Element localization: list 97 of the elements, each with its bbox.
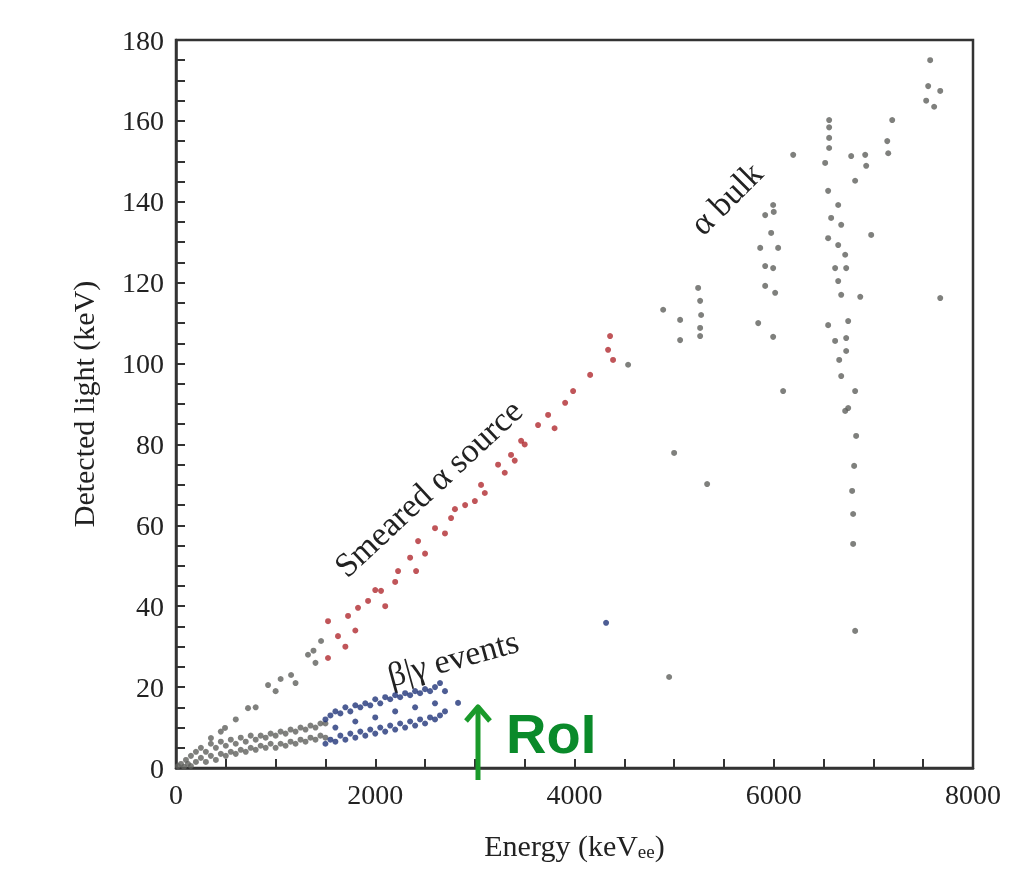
point [392,726,399,733]
y-tick-label: 40 [136,590,164,622]
point [322,740,329,747]
point [427,688,434,695]
point [441,708,448,715]
point [367,726,374,733]
point [332,708,339,715]
y-tick-label: 60 [136,509,164,541]
point [337,710,344,717]
point [382,694,389,701]
point [342,704,349,711]
point [455,699,462,706]
y-axis-title: Detected light (keV) [66,280,101,528]
point [378,587,385,594]
point [448,515,455,522]
point [427,714,434,721]
point [471,498,478,505]
point [462,502,469,509]
x-tick-label: 4000 [546,778,603,810]
point [551,425,558,432]
point [327,712,334,719]
y-tick-label: 80 [136,428,164,460]
x-tick-label: 2000 [347,778,404,810]
point [570,388,577,395]
point [372,730,379,737]
point [441,530,448,537]
x-axis-title: Energy (keVee) [484,829,665,863]
point [372,587,379,594]
point [397,720,404,727]
y-tick-label: 140 [122,186,164,218]
point [347,708,354,715]
point [451,506,458,513]
point [332,724,339,731]
point [412,704,419,711]
point [607,333,614,340]
point [441,688,448,695]
point [587,371,594,378]
point [357,728,364,735]
point [382,728,389,735]
point [437,680,444,687]
point [402,724,409,731]
annotation: RoI [506,701,597,765]
point [332,738,339,745]
point [412,722,419,729]
point [355,604,362,611]
point [362,700,369,707]
annotation: α bulk [682,154,770,242]
point [352,734,359,741]
point [367,702,374,709]
point [432,684,439,691]
point [382,603,389,610]
point [322,716,329,723]
point [432,700,439,707]
point [437,712,444,719]
point [603,619,610,626]
point [347,730,354,737]
y-tick-label: 20 [136,671,164,703]
point [407,718,414,725]
point [545,411,552,418]
annotation: β|γ events [383,622,523,694]
point [335,633,341,640]
point [377,724,384,731]
point [342,643,349,650]
point [372,696,379,703]
point [377,700,384,707]
y-tick-label: 180 [122,24,164,56]
point [342,736,349,743]
y-tick-label: 120 [122,267,164,299]
y-tick-label: 100 [122,348,164,380]
point [605,346,612,353]
point [362,732,369,739]
y-tick-label: 0 [150,752,164,784]
point [392,708,399,715]
point [535,422,542,429]
point [610,356,617,363]
point [365,597,372,604]
x-tick-label: 8000 [945,778,1001,810]
x-tick-label: 6000 [745,778,802,810]
point [325,654,332,661]
point [352,702,359,709]
point [392,578,399,585]
point [432,716,439,723]
point [337,732,344,739]
point [562,399,569,406]
point [397,694,404,701]
point [372,714,379,721]
point [325,618,332,625]
point [481,489,488,496]
point [387,696,394,703]
point [345,612,352,619]
point [422,720,429,727]
point [417,716,424,723]
point [387,722,394,729]
point [327,736,334,743]
point [357,704,364,711]
y-tick-label: 160 [122,105,164,137]
point [478,481,485,488]
